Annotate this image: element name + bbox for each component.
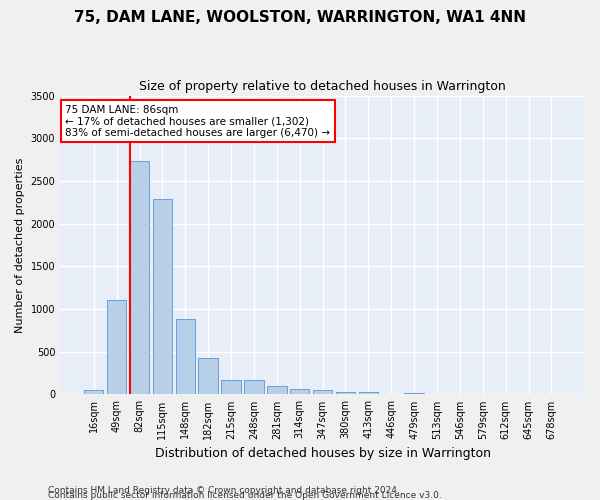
Text: 75, DAM LANE, WOOLSTON, WARRINGTON, WA1 4NN: 75, DAM LANE, WOOLSTON, WARRINGTON, WA1 … xyxy=(74,10,526,25)
Bar xyxy=(404,393,424,394)
Bar xyxy=(152,199,172,394)
Bar xyxy=(359,392,378,394)
Bar xyxy=(107,300,127,394)
Text: Contains HM Land Registry data © Crown copyright and database right 2024.: Contains HM Land Registry data © Crown c… xyxy=(48,486,400,495)
Bar xyxy=(221,380,241,394)
Bar xyxy=(336,392,355,394)
Bar xyxy=(244,380,263,394)
Y-axis label: Number of detached properties: Number of detached properties xyxy=(15,158,25,332)
Bar xyxy=(176,320,195,394)
X-axis label: Distribution of detached houses by size in Warrington: Distribution of detached houses by size … xyxy=(155,447,491,460)
Text: Contains public sector information licensed under the Open Government Licence v3: Contains public sector information licen… xyxy=(48,491,442,500)
Text: 75 DAM LANE: 86sqm
← 17% of detached houses are smaller (1,302)
83% of semi-deta: 75 DAM LANE: 86sqm ← 17% of detached hou… xyxy=(65,104,331,138)
Bar xyxy=(130,162,149,394)
Bar xyxy=(267,386,287,394)
Bar xyxy=(199,358,218,395)
Bar xyxy=(313,390,332,394)
Bar xyxy=(84,390,103,394)
Title: Size of property relative to detached houses in Warrington: Size of property relative to detached ho… xyxy=(139,80,506,93)
Bar xyxy=(290,390,310,394)
